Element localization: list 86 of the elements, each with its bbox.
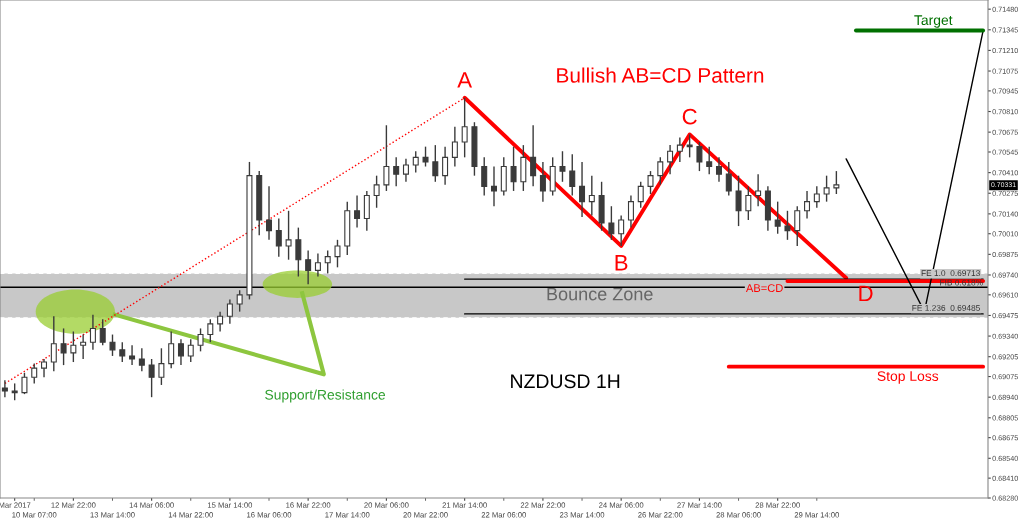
annotation: FE 1.236 0.69485	[912, 304, 980, 311]
band-label: Bounce Zone	[547, 287, 653, 301]
candlestick	[393, 156, 400, 188]
text: Bullish AB=CD Pattern	[557, 67, 764, 83]
candlestick	[334, 239, 341, 269]
candlestick	[755, 173, 762, 207]
candlestick	[99, 318, 106, 346]
candlestick	[481, 156, 488, 197]
candlestick	[266, 185, 273, 241]
candlestick	[745, 185, 752, 221]
candlestick	[412, 150, 419, 174]
candlestick	[363, 190, 370, 232]
annotation: FE 1.0 0.69713	[921, 270, 980, 277]
candlestick	[383, 124, 390, 192]
candlestick	[706, 145, 713, 175]
candlestick	[31, 362, 38, 385]
candlestick	[823, 174, 830, 203]
candlestick	[569, 153, 576, 197]
candlestick	[1, 379, 8, 398]
candlestick	[41, 358, 48, 379]
candlestick	[530, 124, 537, 188]
candlestick	[686, 133, 693, 159]
candlestick	[89, 313, 96, 351]
candlestick	[618, 214, 625, 247]
candlestick	[794, 205, 801, 247]
candlestick	[451, 126, 458, 168]
candlestick	[804, 190, 811, 220]
ref-line-label: FIB 0.618%	[940, 279, 983, 286]
candlestick	[715, 156, 722, 183]
candlestick	[735, 174, 742, 227]
candlestick	[373, 174, 380, 209]
candlestick	[442, 145, 449, 186]
candlestick	[148, 358, 155, 398]
candlestick	[608, 205, 615, 241]
candlestick	[138, 347, 145, 372]
candlestick	[295, 226, 302, 278]
text: NZDUSD 1H	[511, 374, 620, 389]
candlestick	[774, 200, 781, 235]
candlestick	[422, 145, 429, 168]
candlestick	[158, 347, 165, 386]
candlestick	[676, 136, 683, 163]
annotation: AB=CD	[745, 284, 783, 293]
candlestick	[70, 330, 77, 363]
candlestick	[696, 141, 703, 172]
candlestick	[50, 315, 57, 372]
annotation: Stop Loss	[877, 371, 939, 384]
candlestick	[80, 333, 87, 360]
candlestick	[667, 144, 674, 175]
candlestick	[354, 194, 361, 229]
candlestick	[637, 181, 644, 209]
candlestick	[588, 174, 595, 217]
annotation: B	[615, 255, 628, 271]
candlestick	[725, 161, 732, 197]
annotation: D	[859, 285, 873, 302]
candlestick	[657, 156, 664, 186]
candlestick	[402, 158, 409, 183]
candlestick	[559, 150, 566, 183]
candlestick	[285, 210, 292, 261]
annotation: C	[682, 108, 697, 125]
candlestick	[236, 289, 243, 313]
candlestick	[627, 194, 634, 229]
annotation: Support/Resistance	[265, 389, 386, 403]
candlestick	[579, 161, 586, 218]
candlestick	[168, 330, 175, 369]
candlestick	[207, 318, 214, 343]
candlestick	[784, 210, 791, 241]
candlestick	[60, 327, 67, 366]
candlestick	[305, 249, 312, 285]
annotation: Target	[914, 15, 953, 28]
candlestick	[539, 161, 546, 203]
candlestick	[833, 170, 840, 195]
candlestick	[432, 144, 439, 183]
candlestick	[129, 344, 136, 366]
candlestick	[461, 97, 468, 159]
candlestick	[510, 145, 517, 192]
annotation: A	[457, 72, 473, 88]
candlestick	[119, 341, 126, 363]
candlestick	[490, 165, 498, 207]
candlestick	[197, 327, 204, 353]
candlestick	[813, 185, 820, 209]
candlestick	[109, 333, 116, 357]
candlestick	[177, 338, 184, 366]
candlestick	[275, 217, 282, 258]
candlestick	[187, 338, 194, 363]
candlestick	[647, 170, 654, 195]
candlestick	[21, 372, 28, 395]
